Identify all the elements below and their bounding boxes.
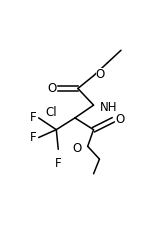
Text: F: F (30, 131, 37, 144)
Text: NH: NH (99, 101, 117, 114)
Text: Cl: Cl (46, 106, 57, 119)
Text: O: O (47, 82, 56, 95)
Text: O: O (115, 113, 124, 126)
Text: F: F (30, 111, 37, 124)
Text: O: O (73, 142, 82, 155)
Text: F: F (55, 157, 62, 170)
Text: O: O (96, 68, 105, 81)
